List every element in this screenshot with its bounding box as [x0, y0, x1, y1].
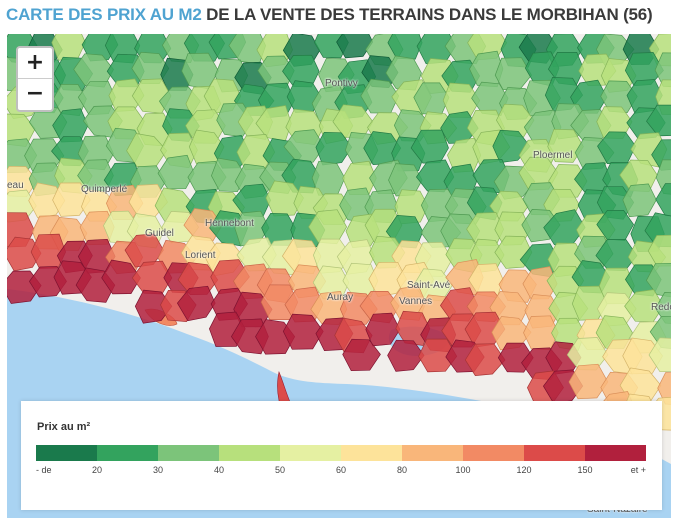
zoom-out-button[interactable]: −	[18, 78, 52, 109]
commune-cell[interactable]	[496, 103, 535, 138]
legend-swatch-7	[463, 445, 524, 461]
commune-cell[interactable]	[622, 337, 663, 375]
legend-tick-0: - de	[36, 465, 52, 475]
commune-cell[interactable]	[336, 34, 374, 59]
commune-cell[interactable]	[77, 159, 114, 192]
legend-tick-9: 150	[577, 465, 593, 475]
legend-color-scale	[36, 445, 646, 461]
choropleth-map[interactable]: + − Pontivy Ploermel Quimperlé eau Guide…	[7, 34, 671, 518]
commune-cell[interactable]	[394, 189, 429, 225]
legend-swatch-4	[280, 445, 341, 461]
commune-cell[interactable]	[600, 80, 638, 113]
legend-title: Prix au m²	[37, 421, 91, 433]
commune-cell[interactable]	[7, 236, 42, 272]
place-label-quimperle: Quimperlé	[81, 184, 128, 195]
legend-tick-5: 60	[335, 465, 347, 475]
legend-swatch-2	[158, 445, 219, 461]
commune-cell[interactable]	[648, 337, 671, 373]
place-label-ploermel: Ploermel	[533, 150, 573, 161]
commune-cell[interactable]	[547, 128, 584, 163]
commune-cell[interactable]	[387, 34, 423, 60]
commune-cell[interactable]	[387, 339, 425, 372]
legend-tick-2: 30	[152, 465, 164, 475]
commune-cell[interactable]	[568, 363, 609, 400]
commune-cell[interactable]	[647, 234, 671, 267]
place-label-lorient: Lorient	[185, 250, 216, 261]
title-rest: DE LA VENTE DES TERRAINS DANS LE MORBIHA…	[201, 5, 653, 24]
commune-cell[interactable]	[315, 131, 353, 166]
legend-swatch-8	[524, 445, 585, 461]
place-label-guidel: Guidel	[145, 228, 174, 239]
commune-cell[interactable]	[395, 310, 431, 346]
legend-tick-3: 40	[213, 465, 225, 475]
commune-cell[interactable]	[52, 182, 91, 217]
commune-cells	[7, 34, 672, 431]
legend-tick-4: 50	[274, 465, 286, 475]
commune-cell[interactable]	[101, 259, 141, 295]
commune-cell[interactable]	[183, 208, 223, 242]
legend-tick-6: 80	[396, 465, 408, 475]
legend-swatch-0	[36, 445, 97, 461]
legend-tick-8: 120	[516, 465, 532, 475]
place-label-redon: Redo	[651, 302, 671, 313]
commune-cell[interactable]	[418, 338, 458, 373]
place-label-vannes: Vannes	[399, 296, 433, 307]
legend-swatch-1	[97, 445, 158, 461]
title-accent: CARTE DES PRIX AU M2	[6, 5, 202, 24]
commune-cell[interactable]	[645, 262, 671, 298]
legend-tick-labels: - de 20 30 40 50 60 80 100 120 150 et +	[36, 465, 646, 479]
commune-cell[interactable]	[654, 292, 671, 324]
place-label-hennebont: Hennebont	[205, 218, 254, 229]
commune-cell[interactable]	[157, 154, 195, 190]
legend-panel: Prix au m² - de 20 30 40 50 60 80 100 120 150 et +	[21, 401, 662, 510]
legend-swatch-5	[341, 445, 402, 461]
place-label-saint-ave: Saint-Avé	[407, 280, 451, 291]
place-label-auray: Auray	[327, 292, 354, 303]
commune-cell[interactable]	[464, 343, 506, 376]
legend-swatch-6	[402, 445, 463, 461]
legend-tick-10: et +	[630, 465, 646, 475]
commune-cell[interactable]	[230, 318, 269, 355]
commune-cell[interactable]	[282, 313, 324, 350]
place-label-eau: eau	[7, 180, 24, 191]
zoom-in-button[interactable]: +	[25, 50, 45, 75]
commune-cell[interactable]	[283, 129, 325, 163]
commune-cell[interactable]	[447, 137, 482, 173]
place-label-pontivy: Pontivy	[325, 78, 358, 89]
commune-cell[interactable]	[134, 289, 173, 324]
legend-swatch-3	[219, 445, 280, 461]
commune-cell[interactable]	[655, 183, 671, 217]
legend-tick-7: 100	[455, 465, 471, 475]
legend-tick-1: 20	[91, 465, 103, 475]
page-title: CARTE DES PRIX AU M2 DE LA VENTE DES TER…	[6, 3, 653, 27]
commune-cell[interactable]	[176, 285, 216, 322]
commune-cell[interactable]	[342, 338, 381, 372]
legend-swatch-9	[585, 445, 646, 461]
commune-cell[interactable]	[654, 52, 671, 88]
commune-cell[interactable]	[265, 180, 304, 217]
commune-cell[interactable]	[365, 312, 401, 347]
commune-cell[interactable]	[28, 182, 66, 219]
commune-cell[interactable]	[368, 261, 407, 297]
zoom-control: + −	[16, 46, 54, 112]
commune-cell[interactable]	[622, 183, 657, 218]
commune-cell[interactable]	[657, 372, 671, 405]
commune-cell[interactable]	[646, 104, 672, 137]
